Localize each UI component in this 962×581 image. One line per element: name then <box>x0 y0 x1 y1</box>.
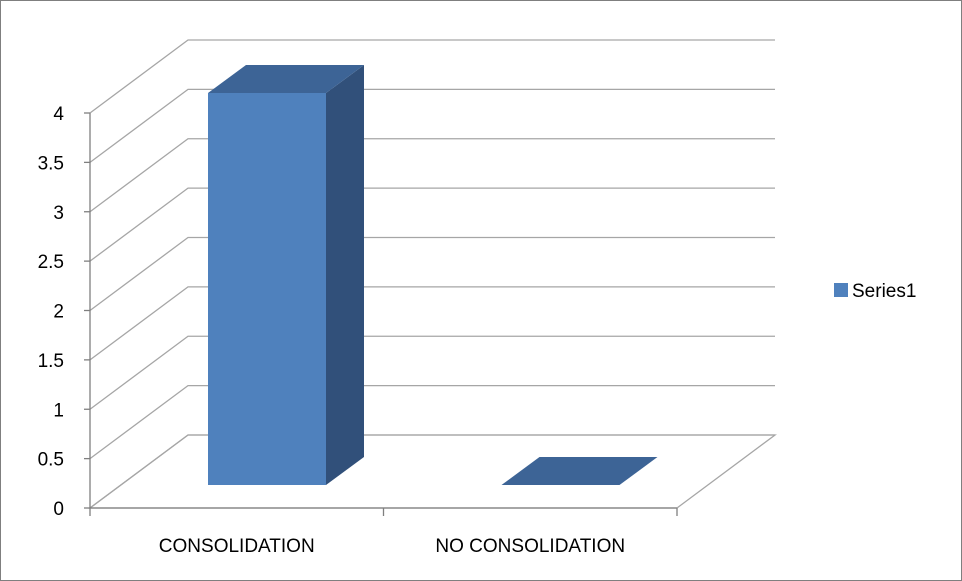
bars <box>208 65 658 485</box>
x-category-label: CONSOLIDATION <box>159 536 315 557</box>
bar-top-face <box>208 65 364 93</box>
gridline <box>89 335 775 410</box>
bar-front-face <box>208 93 326 485</box>
y-tick-label: 4 <box>53 104 64 125</box>
gridline <box>89 384 775 460</box>
gridline <box>89 138 775 213</box>
x-category-label: NO CONSOLIDATION <box>435 536 625 557</box>
y-tick-label: 3.5 <box>38 153 64 174</box>
gridline <box>89 434 775 509</box>
bar <box>501 457 658 485</box>
gridline <box>89 236 775 312</box>
axes <box>84 112 678 516</box>
legend-item: Series1 <box>834 281 916 302</box>
y-tick-label: 3 <box>53 203 64 224</box>
bar-top-face <box>501 457 658 485</box>
y-tick-label: 0 <box>53 499 64 520</box>
gridline <box>89 286 775 361</box>
legend-label: Series1 <box>852 281 916 302</box>
y-tick-label: 0.5 <box>38 450 64 471</box>
labels: 0 0.5 1 1.5 2 2.5 3 3.5 4 CONSOLIDATION NO CONSOLI… <box>38 104 626 557</box>
bar-side-face <box>326 65 364 485</box>
bar <box>208 65 364 485</box>
y-tick-label: 2.5 <box>38 252 64 273</box>
y-tick-label: 2 <box>53 302 64 323</box>
gridline <box>89 187 775 262</box>
legend-swatch <box>834 283 848 297</box>
legend: Series1 <box>834 281 916 302</box>
gridline <box>89 39 775 114</box>
y-tick-label: 1 <box>53 400 64 421</box>
gridline <box>89 88 775 163</box>
gridlines <box>89 39 775 509</box>
y-tick-label: 1.5 <box>38 351 64 372</box>
